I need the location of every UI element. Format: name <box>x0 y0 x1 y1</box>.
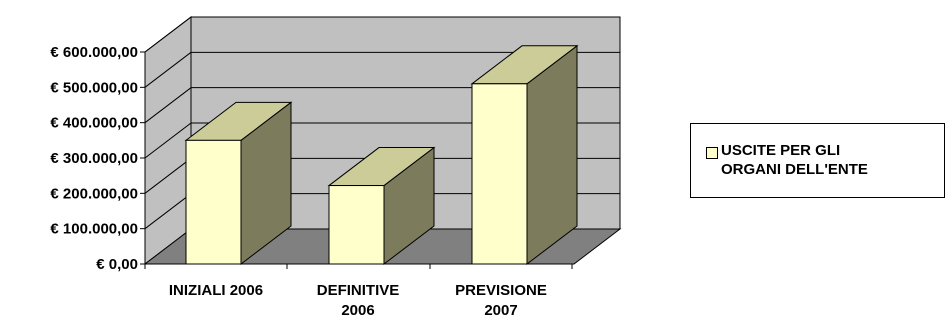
bar <box>184 101 293 266</box>
category-label: 2007 <box>484 302 517 319</box>
legend-swatch <box>706 147 718 159</box>
legend-label: USCITE PER GLI ORGANI DELL'ENTE <box>721 142 868 178</box>
y-tick-label: € 500.000,00 <box>50 79 138 96</box>
bars <box>184 44 579 266</box>
bar-front <box>471 83 528 265</box>
category-label: PREVISIONE <box>455 282 547 299</box>
gridline-side <box>144 193 192 230</box>
category-label: DEFINITIVE <box>317 282 400 299</box>
y-tick-label: € 0,00 <box>96 256 138 273</box>
category-label: INIZIALI 2006 <box>169 282 263 299</box>
y-axis <box>140 51 573 269</box>
gridline-side <box>144 51 192 88</box>
y-tick-label: € 200.000,00 <box>50 185 138 202</box>
x-category-labels: INIZIALI 2006 DEFINITIVE 2006 PREVISIONE 200… <box>169 282 547 319</box>
y-tick-label: € 100.000,00 <box>50 221 138 238</box>
bar <box>470 44 579 266</box>
legend: USCITE PER GLI ORGANI DELL'ENTE <box>690 123 945 198</box>
gridline-side <box>144 122 192 159</box>
y-tick-label: € 300.000,00 <box>50 150 138 167</box>
y-tick-labels: € 0,00 € 100.000,00 € 200.000,00 € 300.000,… <box>50 44 138 273</box>
bar-front <box>328 185 385 265</box>
gridline-side <box>144 16 192 53</box>
gridline-side <box>144 87 192 124</box>
y-tick-label: € 400.000,00 <box>50 115 138 132</box>
bar <box>327 146 436 266</box>
category-label: 2006 <box>341 302 374 319</box>
gridline-side <box>144 157 192 194</box>
y-tick-label: € 600.000,00 <box>50 44 138 61</box>
bar-front <box>185 139 242 265</box>
